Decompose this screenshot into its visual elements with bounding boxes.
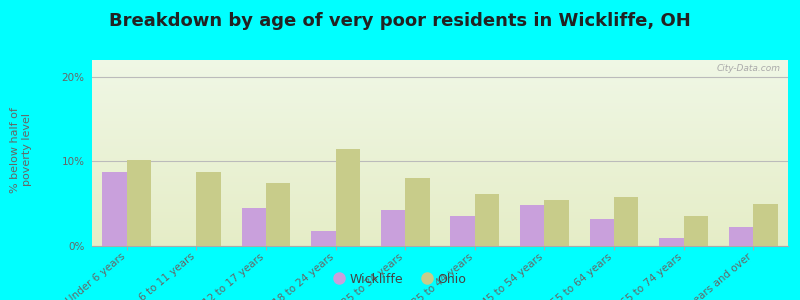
Text: Breakdown by age of very poor residents in Wickliffe, OH: Breakdown by age of very poor residents …: [109, 12, 691, 30]
Bar: [242, 208, 266, 246]
Bar: [102, 172, 127, 246]
Bar: [684, 216, 708, 246]
Bar: [729, 227, 753, 246]
Bar: [197, 172, 221, 246]
Bar: [545, 200, 569, 246]
Bar: [475, 194, 499, 246]
Bar: [520, 206, 545, 246]
Bar: [336, 149, 360, 246]
Bar: [266, 183, 290, 246]
Bar: [614, 197, 638, 246]
Legend: Wickliffe, Ohio: Wickliffe, Ohio: [330, 268, 470, 291]
Bar: [590, 219, 614, 246]
Bar: [450, 216, 475, 246]
Bar: [659, 238, 683, 246]
Bar: [127, 160, 151, 246]
Bar: [754, 204, 778, 246]
Text: City-Data.com: City-Data.com: [717, 64, 781, 73]
Text: % below half of
poverty level: % below half of poverty level: [10, 107, 32, 193]
Bar: [311, 231, 336, 246]
Bar: [381, 211, 405, 246]
Bar: [406, 178, 430, 246]
